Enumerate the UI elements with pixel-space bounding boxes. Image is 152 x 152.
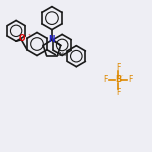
- Text: F: F: [128, 76, 133, 85]
- Text: ⁻: ⁻: [120, 74, 123, 79]
- Text: F: F: [103, 76, 108, 85]
- Text: N: N: [49, 35, 55, 45]
- Text: B: B: [115, 76, 121, 85]
- Text: F: F: [116, 63, 120, 72]
- Text: O: O: [19, 34, 26, 43]
- Text: ⁺: ⁺: [28, 34, 31, 39]
- Text: CH₃: CH₃: [56, 52, 67, 57]
- Text: F: F: [116, 88, 120, 97]
